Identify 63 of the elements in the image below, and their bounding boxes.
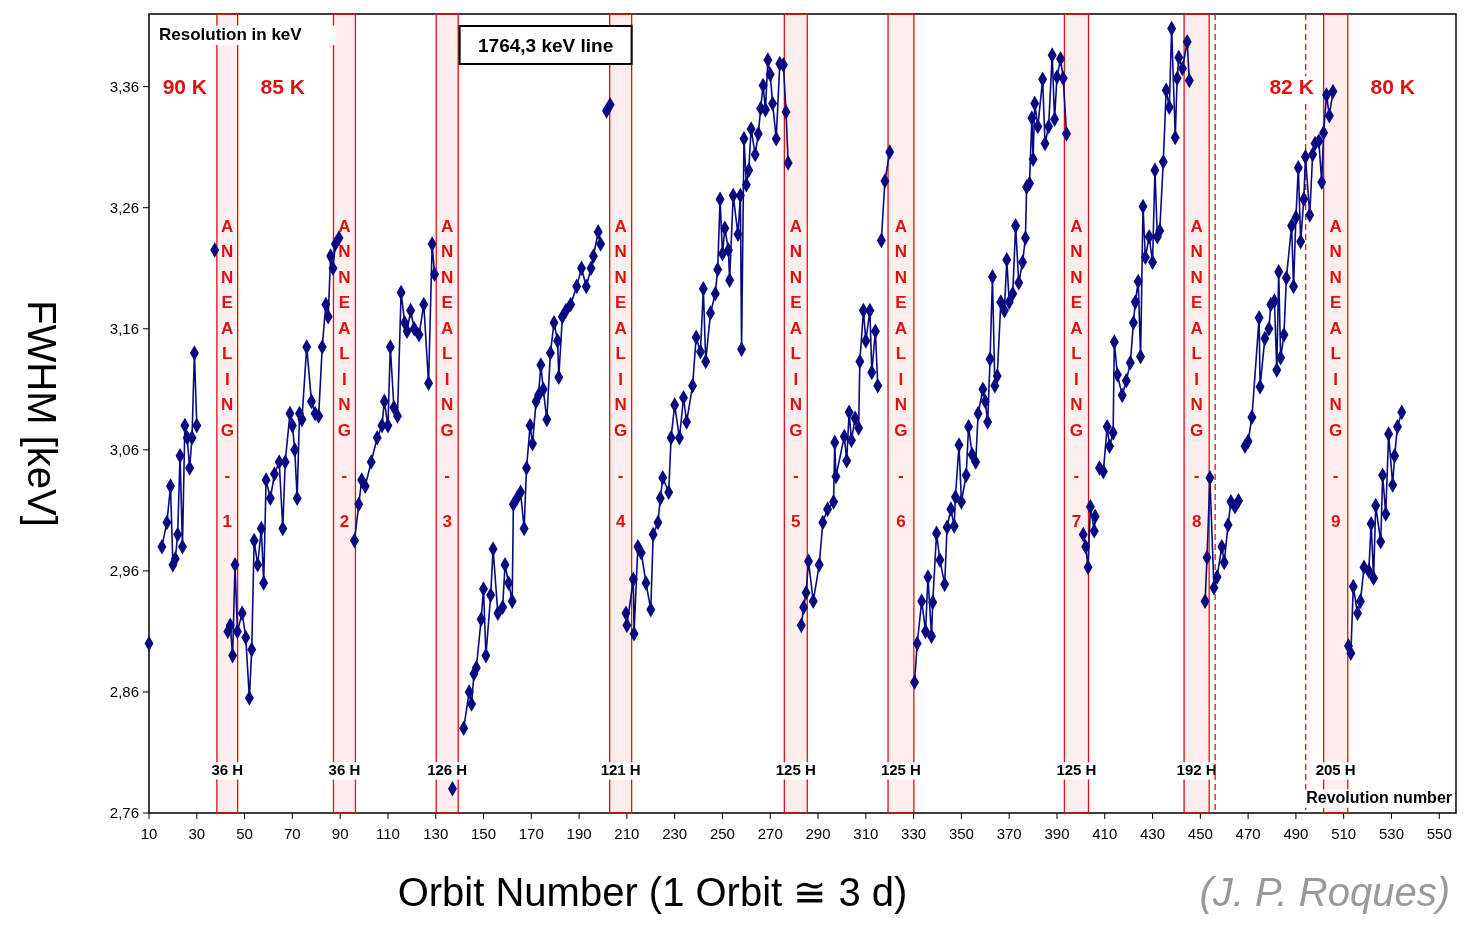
x-tick-label: 490 xyxy=(1283,825,1309,842)
y-tick-label: 3,16 xyxy=(109,320,139,338)
x-tick-label: 250 xyxy=(709,825,735,842)
x-tick-label: 110 xyxy=(375,825,400,842)
y-tick-label: 3,26 xyxy=(109,198,139,216)
x-tick-label: 350 xyxy=(948,825,974,842)
text: 1764,3 keV line xyxy=(478,35,614,56)
x-tick-label: 270 xyxy=(757,825,783,842)
annotation: 125 H xyxy=(880,761,921,778)
x-tick-label: 330 xyxy=(901,825,927,842)
x-tick-label: 210 xyxy=(614,825,640,842)
x-tick-label: 410 xyxy=(1092,825,1118,842)
x-tick-label: 10 xyxy=(140,825,158,842)
annotation: 205 H xyxy=(1315,761,1356,778)
text: (J. P. Roques) xyxy=(1199,870,1450,914)
x-tick-label: 550 xyxy=(1426,825,1452,842)
x-tick-label: 90 xyxy=(331,825,349,842)
annotation: 121 H xyxy=(600,761,641,778)
x-tick-label: 310 xyxy=(853,825,879,842)
annotation: 125 H xyxy=(775,761,816,778)
text: ANNEALING - 1 xyxy=(220,216,234,531)
annotation: 36 H xyxy=(211,761,244,778)
x-tick-label: 390 xyxy=(1044,825,1070,842)
x-tick-label: 150 xyxy=(471,825,497,842)
annotation: Revolution number xyxy=(1306,789,1452,806)
annotation: 85 K xyxy=(260,75,305,98)
x-tick-label: 30 xyxy=(188,825,206,842)
y-axis-title: FWHM [keV] xyxy=(20,300,64,527)
y-tick-label: 2,76 xyxy=(109,804,139,822)
text: ANNEALING - 3 xyxy=(440,216,454,531)
x-tick-label: 170 xyxy=(518,825,544,842)
x-tick-label: 470 xyxy=(1235,825,1261,842)
text: ANNEALING - 2 xyxy=(337,216,352,531)
annotation: 82 K xyxy=(1269,75,1314,98)
text: ANNEALING - 4 xyxy=(614,216,628,531)
x-tick-label: 70 xyxy=(284,825,301,842)
x-tick-label: 370 xyxy=(996,825,1022,842)
y-tick-label: 2,86 xyxy=(109,683,139,701)
y-tick-label: 3,06 xyxy=(109,441,139,459)
annotation: 90 K xyxy=(162,75,208,98)
x-tick-label: 290 xyxy=(805,825,831,842)
text: ANNEALING - 7 xyxy=(1069,216,1084,531)
text: ANNEALING - 8 xyxy=(1190,216,1204,531)
x-tick-label: 50 xyxy=(236,825,253,842)
annotation: 36 H xyxy=(328,761,361,778)
text: ANNEALING - 9 xyxy=(1329,216,1343,531)
text: Resolution in keV xyxy=(159,25,303,44)
text: ANNEALING - 5 xyxy=(789,216,803,531)
y-tick-label: 3,36 xyxy=(109,77,139,95)
annotation: 126 H xyxy=(427,761,468,778)
x-tick-label: 130 xyxy=(423,825,449,842)
x-tick-label: 530 xyxy=(1378,825,1404,842)
annotation: 192 H xyxy=(1176,761,1217,778)
y-tick-label: 2,96 xyxy=(109,562,139,580)
annotation: 80 K xyxy=(1370,75,1415,98)
x-tick-label: 230 xyxy=(662,825,688,842)
x-tick-label: 190 xyxy=(566,825,592,842)
x-axis-title: Orbit Number (1 Orbit ≅ 3 d) xyxy=(397,870,908,914)
x-tick-label: 510 xyxy=(1331,825,1357,842)
x-tick-label: 430 xyxy=(1140,825,1166,842)
annotation: 125 H xyxy=(1056,761,1097,778)
x-tick-label: 450 xyxy=(1187,825,1213,842)
text: ANNEALING - 6 xyxy=(894,216,908,531)
